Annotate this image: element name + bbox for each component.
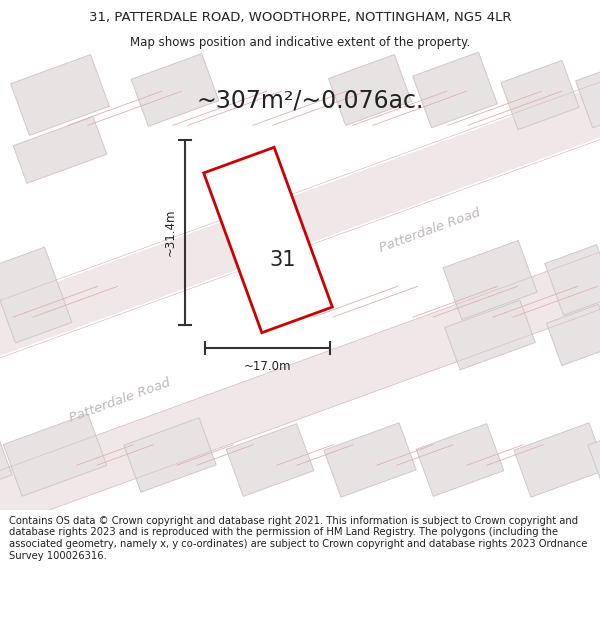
Polygon shape [0,247,72,343]
Polygon shape [0,428,12,492]
Polygon shape [445,300,535,370]
Polygon shape [13,117,107,183]
Polygon shape [226,424,314,496]
Polygon shape [501,61,579,129]
Text: ~31.4m: ~31.4m [163,209,176,256]
Text: ~17.0m: ~17.0m [244,359,291,372]
Polygon shape [131,54,219,126]
Text: 31, PATTERDALE ROAD, WOODTHORPE, NOTTINGHAM, NG5 4LR: 31, PATTERDALE ROAD, WOODTHORPE, NOTTING… [89,11,511,24]
Polygon shape [4,414,107,496]
Polygon shape [588,428,600,492]
Polygon shape [203,148,332,332]
Polygon shape [416,424,504,496]
Text: Patterdale Road: Patterdale Road [377,206,482,254]
Polygon shape [443,241,537,319]
Text: Patterdale Road: Patterdale Road [68,376,172,424]
Text: Contains OS data © Crown copyright and database right 2021. This information is : Contains OS data © Crown copyright and d… [9,516,587,561]
Polygon shape [547,304,600,366]
Text: ~307m²/~0.076ac.: ~307m²/~0.076ac. [196,88,424,112]
Polygon shape [11,54,109,136]
Text: 31: 31 [270,250,296,270]
Polygon shape [413,52,497,127]
Polygon shape [324,423,416,497]
Polygon shape [575,62,600,128]
Polygon shape [0,77,600,363]
Text: Map shows position and indicative extent of the property.: Map shows position and indicative extent… [130,36,470,49]
Polygon shape [514,423,600,497]
Polygon shape [329,54,412,126]
Polygon shape [545,245,600,315]
Polygon shape [0,244,600,536]
Polygon shape [124,418,216,492]
